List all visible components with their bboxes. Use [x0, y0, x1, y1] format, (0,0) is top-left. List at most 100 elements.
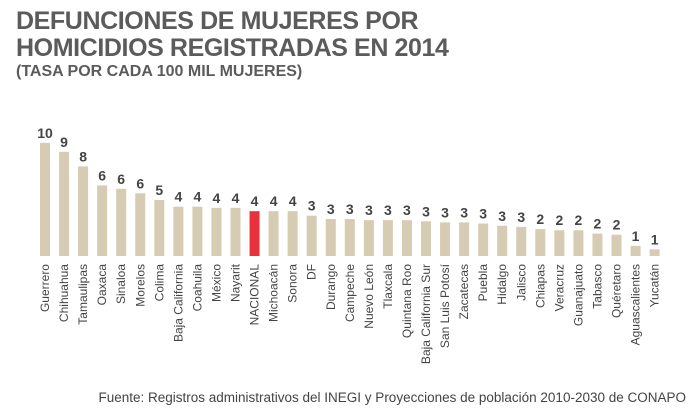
value-label-zacatecas: 3 — [460, 204, 468, 220]
bar-guanajuato — [573, 230, 584, 256]
category-label-morelos: Morelos — [133, 264, 147, 307]
category-label-guanajuato: Guanajuato — [571, 264, 585, 326]
category-label-zacatecas: Zacatecas — [457, 264, 471, 319]
category-label-veracruz: Veracruz — [552, 264, 566, 311]
bar-jalisco — [516, 226, 527, 256]
bar-puebla — [478, 223, 489, 256]
category-label-michoacan: Michoacán — [267, 264, 281, 322]
bar-morelos — [135, 193, 146, 256]
chart-title: DEFUNCIONES DE MUJERES POR HOMICIDIOS RE… — [16, 8, 449, 62]
bar-coahuila — [192, 206, 203, 256]
value-label-morelos: 6 — [136, 175, 144, 191]
value-label-chiapas: 2 — [536, 211, 544, 227]
value-label-chihuahua: 9 — [60, 134, 68, 150]
bar-yucatan — [649, 249, 660, 256]
bar-baja-california — [173, 206, 184, 256]
value-label-veracruz: 2 — [555, 212, 563, 228]
value-label-san-luis-potosi: 3 — [441, 204, 449, 220]
category-label-tabasco: Tabasco — [590, 264, 604, 309]
bar-baja-california-sur — [421, 221, 431, 256]
value-label-nacional: 4 — [251, 193, 259, 209]
bar-chiapas — [535, 229, 546, 256]
category-label-puebla: Puebla — [476, 264, 490, 302]
bar-durango — [325, 219, 336, 256]
category-label-tamaulipas: Tamaulipas — [76, 264, 90, 325]
bar-chihuahua — [59, 151, 70, 256]
value-label-guerrero: 10 — [37, 125, 53, 141]
value-label-tlaxcala: 3 — [384, 202, 392, 218]
bar-nayarit — [230, 207, 241, 256]
category-label-campeche: Campeche — [343, 264, 357, 322]
bar-df — [306, 215, 317, 256]
value-label-df: 3 — [308, 198, 316, 214]
category-label-baja-california: Baja California — [171, 264, 185, 342]
category-label-queretaro: Quéretaro — [610, 264, 624, 318]
bar-zacatecas — [459, 222, 470, 256]
value-label-tabasco: 2 — [594, 216, 602, 232]
value-label-colima: 5 — [155, 182, 163, 198]
bar-michoacan — [268, 211, 279, 256]
category-label-baja-california-sur: Baja California Sur — [419, 264, 433, 364]
category-label-df: DF — [305, 264, 319, 280]
bar-colima — [154, 200, 165, 256]
value-label-tamaulipas: 8 — [79, 148, 87, 164]
bar-mexico — [211, 207, 222, 256]
bar-tabasco — [592, 233, 603, 256]
bar-sonora — [287, 211, 298, 256]
bar-quintana-roo — [401, 220, 412, 256]
value-label-michoacan: 4 — [270, 193, 278, 209]
title-line-1: DEFUNCIONES DE MUJERES POR — [16, 7, 419, 35]
value-label-baja-california-sur: 3 — [422, 203, 430, 219]
category-label-hidalgo: Hidalgo — [495, 264, 509, 305]
bar-nacional — [249, 211, 260, 256]
category-label-mexico: México — [209, 264, 223, 302]
value-label-sinaloa: 6 — [117, 171, 125, 187]
bar-aguascalientes — [630, 245, 641, 256]
value-label-sonora: 4 — [289, 193, 297, 209]
bar-queretaro — [611, 234, 622, 256]
bar-san-luis-potosi — [440, 222, 451, 256]
category-label-guerrero: Guerrero — [38, 264, 52, 312]
category-label-san-luis-potosi: San Luis Potosí — [438, 263, 452, 348]
value-label-mexico: 4 — [213, 190, 221, 206]
bar-nuevo-leon — [363, 220, 374, 256]
value-label-nuevo-leon: 3 — [365, 202, 373, 218]
value-label-nayarit: 4 — [232, 190, 240, 206]
value-label-durango: 3 — [327, 201, 335, 217]
bar-hidalgo — [497, 225, 508, 256]
category-label-yucatan: Yucatán — [648, 264, 662, 307]
bar-chart: 10 Guerrero 9 Chihuahua 8 Tamaulipas 6 Oaxaca 6 S… — [37, 125, 662, 364]
value-label-guanajuato: 2 — [575, 212, 583, 228]
bar-campeche — [344, 219, 355, 256]
category-label-chihuahua: Chihuahua — [57, 264, 71, 322]
value-label-coahuila: 4 — [194, 189, 202, 205]
category-label-oaxaca: Oaxaca — [95, 264, 109, 306]
category-label-nuevo-leon: Nuevo León — [362, 264, 376, 329]
category-label-sonora: Sonora — [286, 264, 300, 303]
category-label-jalisco: Jalisco — [514, 264, 528, 301]
value-label-aguascalientes: 1 — [632, 228, 640, 244]
value-label-hidalgo: 3 — [498, 208, 506, 224]
category-label-tlaxcala: Tlaxcala — [381, 264, 395, 309]
category-label-chiapas: Chiapas — [533, 264, 547, 308]
chart-subtitle: (TASA POR CADA 100 MIL MUJERES) — [16, 63, 303, 80]
category-label-coahuila: Coahuila — [190, 264, 204, 312]
value-label-campeche: 3 — [346, 201, 354, 217]
bar-oaxaca — [97, 185, 108, 256]
bar-guerrero — [40, 142, 50, 256]
value-label-queretaro: 2 — [613, 217, 621, 233]
category-label-aguascalientes: Aguascalientes — [629, 264, 643, 345]
value-label-puebla: 3 — [479, 206, 487, 222]
bar-veracruz — [554, 230, 565, 256]
value-label-oaxaca: 6 — [98, 167, 106, 183]
category-label-sinaloa: Sinaloa — [114, 264, 128, 304]
value-label-baja-california: 4 — [174, 189, 182, 205]
bar-sinaloa — [116, 188, 127, 256]
source-note: Fuente: Registros administrativos del IN… — [98, 390, 686, 405]
bar-tlaxcala — [382, 220, 393, 256]
category-label-quintana-roo: Quintana Roo — [400, 264, 414, 338]
category-label-colima: Colima — [152, 264, 166, 302]
value-label-jalisco: 3 — [517, 209, 525, 225]
value-label-quintana-roo: 3 — [403, 202, 411, 218]
category-label-nacional: NACIONAL — [248, 264, 262, 326]
